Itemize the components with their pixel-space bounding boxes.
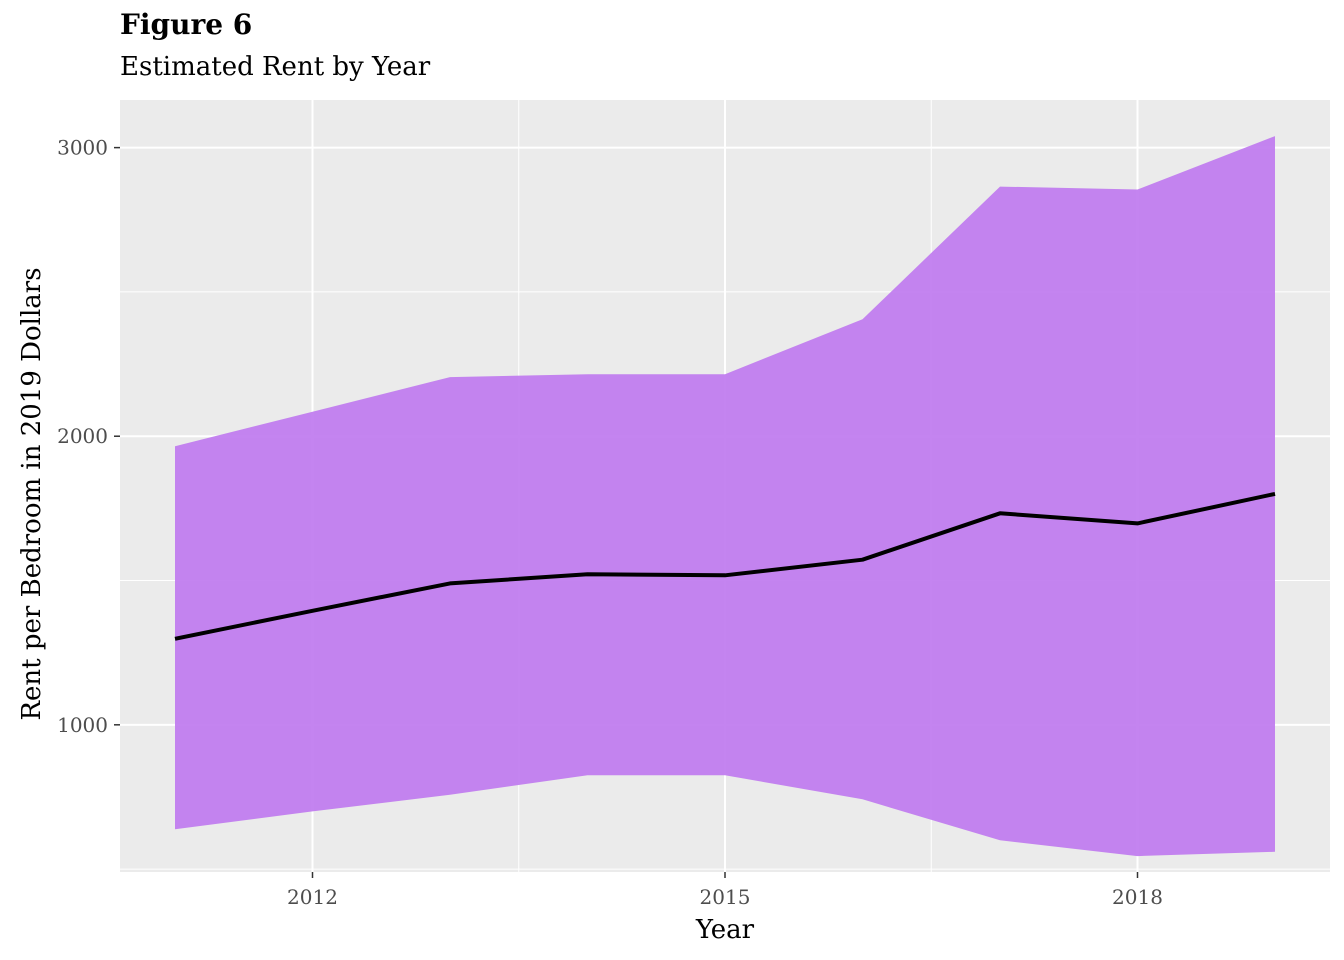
x-tick-label: 2018 (1112, 885, 1163, 909)
x-axis-title: Year (695, 915, 755, 945)
y-axis: 1000 2000 3000 (57, 136, 120, 737)
x-tick-label: 2012 (287, 885, 338, 909)
series-line (174, 491, 1276, 641)
y-tick-label: 3000 (57, 136, 108, 160)
confidence-band (175, 136, 1275, 857)
figure-title: Figure 6 (120, 8, 253, 41)
x-axis: 2012 2015 2018 (287, 872, 1163, 909)
y-tick-label: 1000 (57, 713, 108, 737)
y-tick-label: 2000 (57, 424, 108, 448)
figure-subtitle: Estimated Rent by Year (120, 52, 431, 82)
y-axis-title: Rent per Bedroom in 2019 Dollars (17, 267, 47, 720)
x-tick-label: 2015 (700, 885, 751, 909)
